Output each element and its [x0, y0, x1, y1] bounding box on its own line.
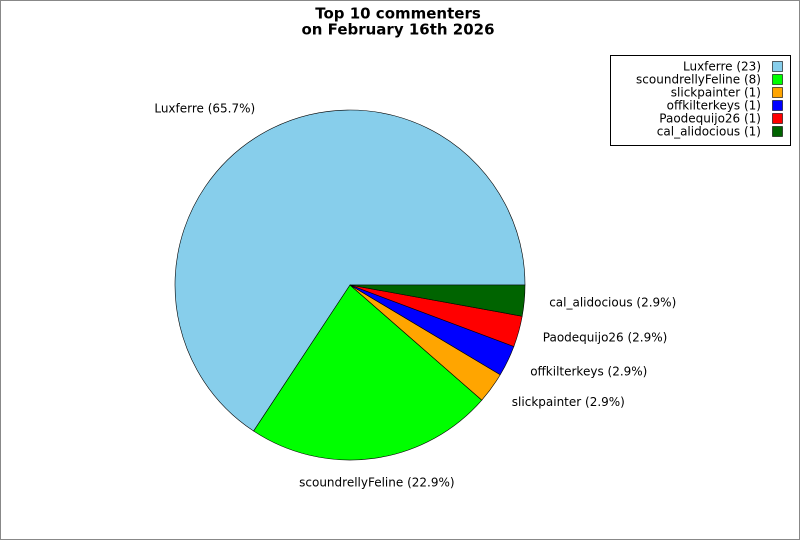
slice-label: cal_alidocious (2.9%)	[549, 295, 676, 309]
slice-label: offkilterkeys (2.9%)	[530, 364, 647, 378]
chart-title: Top 10 commenters	[315, 5, 481, 23]
legend-box	[610, 55, 791, 146]
legend-label: Paodequijo26 (1)	[659, 112, 761, 126]
pie-slice	[253, 284, 483, 461]
legend-swatch	[772, 126, 783, 137]
chart-title: on February 16th 2026	[301, 21, 494, 39]
legend-swatch	[772, 87, 783, 98]
legend-swatch	[772, 61, 783, 72]
slice-label: scoundrellyFeline (22.9%)	[299, 476, 454, 490]
pie-slice	[174, 109, 526, 432]
legend-swatch	[772, 74, 783, 85]
legend-label: offkilterkeys (1)	[667, 99, 761, 113]
slice-label: Paodequijo26 (2.9%)	[543, 331, 668, 345]
legend-swatch	[772, 113, 783, 124]
legend-label: Luxferre (23)	[683, 60, 761, 74]
legend-label: slickpainter (1)	[671, 86, 761, 100]
legend-swatch	[772, 100, 783, 111]
slice-label: slickpainter (2.9%)	[512, 395, 625, 409]
pie-slice	[349, 284, 526, 317]
legend-label: cal_alidocious (1)	[657, 125, 761, 139]
legend-label: scoundrellyFeline (8)	[636, 73, 761, 87]
slice-label: Luxferre (65.7%)	[154, 101, 255, 115]
